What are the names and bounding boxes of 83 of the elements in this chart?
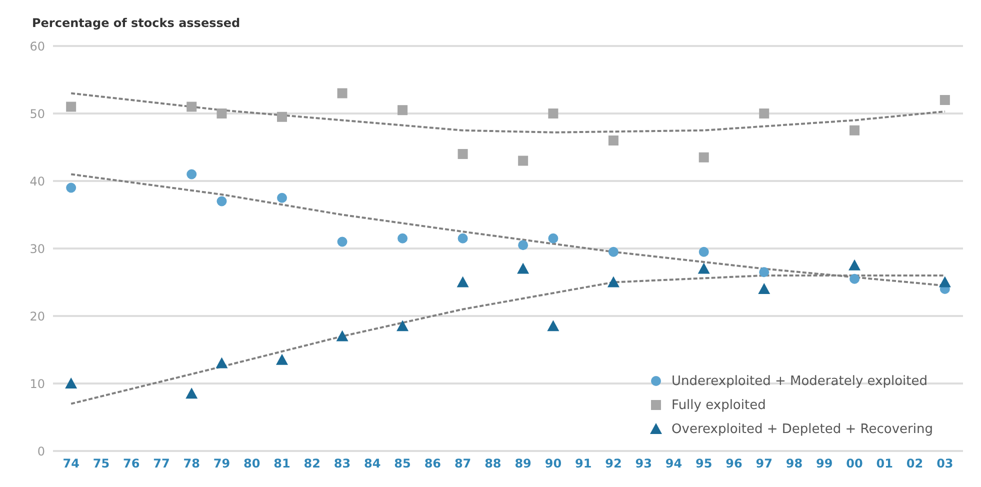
point: [186, 169, 197, 180]
x-tick-label: 85: [394, 456, 411, 471]
point: [277, 112, 288, 122]
x-tick-label: 00: [846, 456, 863, 471]
x-tick-label: 83: [334, 456, 351, 471]
y-tick-label: 30: [30, 242, 45, 256]
line-series: [70, 92, 946, 134]
point: [698, 246, 709, 257]
point: [337, 236, 348, 247]
x-tick-label: 78: [183, 456, 200, 471]
point: [456, 276, 469, 288]
y-tick-label: 50: [30, 106, 45, 121]
legend-label: Overexploited + Depleted + Recovering: [670, 420, 933, 438]
point: [398, 233, 408, 244]
point: [66, 182, 76, 193]
point: [759, 267, 770, 278]
point: [608, 136, 618, 146]
x-tick-label: 87: [454, 456, 472, 471]
x-tick-label: 02: [906, 456, 924, 471]
point: [698, 152, 709, 162]
point: [940, 95, 950, 105]
point: [398, 105, 408, 116]
x-tick-label: 84: [364, 456, 381, 471]
point: [518, 240, 528, 250]
point: [337, 88, 348, 98]
point: [186, 102, 197, 112]
x-tick-label: 03: [936, 456, 954, 471]
y-tick-label: 10: [30, 376, 45, 391]
x-tick-label: 92: [605, 456, 622, 471]
x-tick-label: 80: [244, 456, 260, 471]
point: [186, 388, 198, 399]
point: [66, 102, 76, 112]
x-tick-label: 93: [635, 456, 652, 471]
point: [216, 196, 227, 206]
point: [698, 262, 710, 274]
x-tick-label: 82: [304, 456, 320, 471]
point: [277, 192, 288, 203]
x-tick-label: 96: [726, 456, 742, 471]
x-tick-label: 89: [514, 456, 532, 471]
x-tick-label: 90: [544, 456, 562, 471]
x-tick-label: 01: [876, 456, 894, 471]
y-axis-title: Percentage of stocks assessed: [32, 16, 242, 32]
point: [65, 378, 78, 388]
point: [216, 108, 227, 118]
y-tick-label: 0: [37, 444, 45, 458]
x-tick-label: 79: [213, 456, 230, 471]
x-tick-label: 77: [153, 456, 170, 471]
point: [518, 156, 528, 166]
point: [276, 354, 288, 365]
y-tick-label: 20: [30, 309, 45, 324]
x-tick-label: 91: [574, 456, 592, 471]
point: [759, 108, 770, 118]
point: [848, 259, 861, 270]
x-tick-label: 94: [665, 456, 682, 471]
x-tick-label: 81: [274, 456, 290, 471]
point: [216, 357, 228, 368]
x-tick-label: 74: [62, 456, 80, 471]
point: [458, 149, 468, 159]
x-tick-label: 98: [786, 456, 803, 471]
point: [850, 125, 860, 136]
point: [517, 262, 530, 274]
y-tick-label: 60: [30, 39, 45, 54]
point: [547, 320, 560, 332]
x-tick-label: 95: [696, 456, 712, 471]
x-tick-label: 76: [122, 456, 140, 471]
x-tick-label: 97: [756, 456, 772, 471]
x-tick-label: 88: [484, 456, 502, 471]
point: [548, 233, 558, 244]
point: [607, 276, 620, 288]
point: [548, 108, 558, 118]
point: [396, 320, 409, 332]
legend-label: Underexploited + Moderately exploited: [670, 372, 929, 390]
y-tick-label: 40: [30, 174, 45, 188]
x-tick-label: 86: [424, 456, 442, 471]
x-tick-label: 99: [816, 456, 833, 471]
point: [938, 276, 951, 288]
point: [758, 283, 770, 294]
point: [850, 274, 860, 284]
legend-label: Fully exploited: [670, 396, 767, 414]
point: [608, 246, 618, 257]
point: [336, 330, 348, 342]
x-tick-label: 75: [92, 456, 110, 471]
point: [458, 233, 468, 244]
